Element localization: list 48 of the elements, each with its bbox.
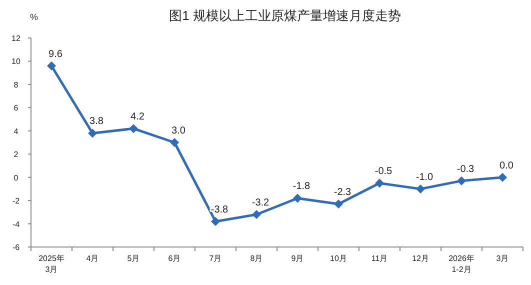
x-tick-label: 3月: [496, 254, 509, 263]
y-tick-label: 2: [14, 150, 19, 160]
x-tick-label: 6月: [168, 254, 181, 263]
point: [252, 210, 261, 219]
y-tick-label: -4: [12, 220, 20, 229]
x-tick-label: 10月: [330, 254, 347, 263]
data-label: -0.5: [374, 166, 393, 178]
data-label: -1.8: [292, 181, 311, 192]
x-tick-label: 4月: [86, 254, 99, 263]
data-label: -1.0: [416, 172, 434, 183]
data-label: 9.6: [48, 48, 63, 60]
point: [457, 176, 466, 186]
data-label: -2.3: [334, 187, 352, 198]
x-tick-label: 5月: [127, 254, 140, 263]
point: [293, 194, 302, 203]
data-label: -3.8: [210, 204, 229, 216]
x-tick-label: 9月: [291, 254, 304, 263]
point: [498, 172, 507, 182]
y-tick-label: 8: [14, 80, 19, 90]
y-tick-label: -6: [12, 243, 20, 252]
x-tick-label: 7月: [209, 254, 222, 263]
point: [334, 200, 343, 209]
data-label: -0.3: [456, 164, 475, 175]
x-tick-label: 11月: [371, 254, 388, 263]
title: 图1 规模以上工业原煤产量增速月度走势: [169, 8, 401, 23]
y-tick-label: 6: [14, 104, 19, 113]
x-tick-label: 2025年 3月: [38, 254, 64, 274]
y-tick-label: 0: [14, 173, 19, 182]
point: [170, 138, 179, 147]
x-tick-label: 12月: [412, 254, 429, 263]
data-label: 3.0: [172, 126, 186, 136]
point: [211, 216, 220, 226]
point: [47, 61, 56, 70]
data-label: 3.8: [90, 116, 104, 128]
point: [88, 128, 97, 138]
data-label: 4.2: [130, 112, 145, 123]
data-label: 0.0: [500, 160, 514, 172]
point: [129, 124, 138, 134]
ylabel: %: [30, 12, 38, 22]
point: [416, 184, 425, 194]
y-tick-label: 12: [12, 34, 21, 43]
x-tick-label: 8月: [250, 254, 263, 263]
y-tick-label: 4: [14, 126, 19, 136]
y-tick-label: -2: [12, 196, 20, 206]
point: [375, 178, 384, 188]
y-tick-label: 10: [12, 57, 21, 66]
data-label: -3.2: [252, 197, 270, 208]
x-tick-label: 2026年 1-2月: [448, 254, 474, 274]
